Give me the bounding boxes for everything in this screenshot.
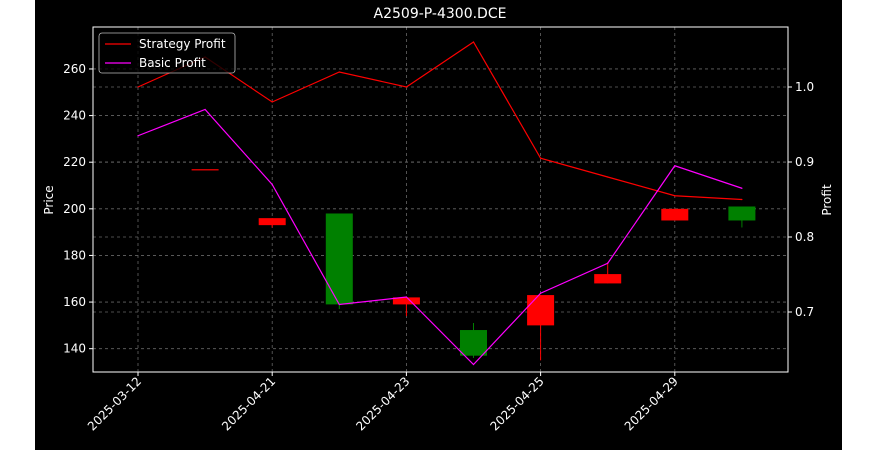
basic-profit-point [405, 296, 407, 298]
candle-body [258, 218, 286, 226]
legend-box [98, 32, 236, 74]
y-right-tick-label: 0.8 [795, 230, 814, 244]
strategy-profit-point [472, 41, 475, 43]
x-tick-label: 2025-04-21 [219, 374, 278, 433]
candle-3 [392, 297, 420, 317]
y-left-tick-label: 240 [63, 109, 86, 123]
candle-body [594, 274, 622, 284]
strategy-profit-line [137, 41, 742, 201]
y-left-tick-label: 140 [63, 342, 86, 356]
strategy-profit-point [607, 176, 609, 178]
strategy-profit-point [137, 86, 139, 88]
candle-7 [661, 208, 689, 221]
x-tick-label: 2025-04-25 [488, 374, 547, 433]
candle-6 [594, 262, 622, 284]
y-left-tick-label: 180 [63, 248, 86, 262]
candle-5 [527, 295, 555, 361]
y-axis-right-label: Profit [820, 184, 834, 216]
plot-frame [92, 26, 789, 373]
strategy-profit-point [405, 86, 407, 88]
strategy-profit-point [741, 198, 743, 201]
y-left-tick-label: 200 [63, 202, 86, 216]
basic-profit-point [472, 363, 475, 366]
basic-profit-point [741, 187, 743, 189]
x-tick-label: 2025-04-23 [353, 374, 412, 433]
strategy-profit-point [674, 195, 676, 197]
candle-body [661, 208, 689, 221]
y-left-tick-label: 260 [63, 62, 86, 76]
y-right-tick-label: 0.7 [795, 305, 814, 319]
candle-body [191, 169, 219, 171]
x-tick-label: 2025-04-29 [622, 374, 681, 433]
basic-profit-point [607, 262, 609, 264]
basic-profit-point [338, 303, 340, 306]
strategy-profit-point [271, 101, 273, 103]
plot-area: 140 160 180 200 220 240 260 0.7 0.8 0.9 1.0 2025-03… [63, 26, 814, 433]
y-right-tick-label: 0.9 [795, 155, 814, 169]
chart-svg: A2509-P-4300.DCE Price Profit 140 160 180 2… [42, 6, 834, 433]
candle-body [392, 297, 420, 305]
basic-profit-point [674, 165, 676, 167]
candle-body [460, 330, 487, 356]
strategy-profit-point [338, 71, 340, 73]
candle-1 [258, 218, 286, 228]
x-tick-label: 2025-03-12 [85, 374, 144, 433]
strategy-profit-point [540, 157, 542, 159]
legend: Strategy Profit Basic Profit [98, 32, 236, 74]
y-left-tick-label: 160 [63, 295, 86, 309]
legend-label: Basic Profit [139, 56, 206, 70]
y-left-tick-label: 220 [63, 155, 86, 169]
chart-title: A2509-P-4300.DCE [374, 6, 507, 22]
y-right-tick-label: 1.0 [795, 80, 814, 94]
legend-label: Strategy Profit [139, 37, 226, 51]
y-axis-left-label: Price [42, 185, 56, 214]
chart-figure: A2509-P-4300.DCE Price Profit 140 160 180 2… [35, 0, 842, 450]
candle-8 [728, 206, 756, 228]
basic-profit-point [137, 135, 139, 137]
candle-0 [191, 169, 219, 171]
basic-profit-point [540, 292, 542, 294]
candle-body [728, 206, 756, 221]
candle-4 [460, 323, 487, 359]
candle-2 [325, 213, 353, 310]
candle-body [527, 295, 555, 326]
candle-body [325, 213, 353, 305]
basic-profit-line [137, 108, 743, 366]
basic-profit-point [271, 183, 273, 186]
basic-profit-point [204, 108, 206, 111]
